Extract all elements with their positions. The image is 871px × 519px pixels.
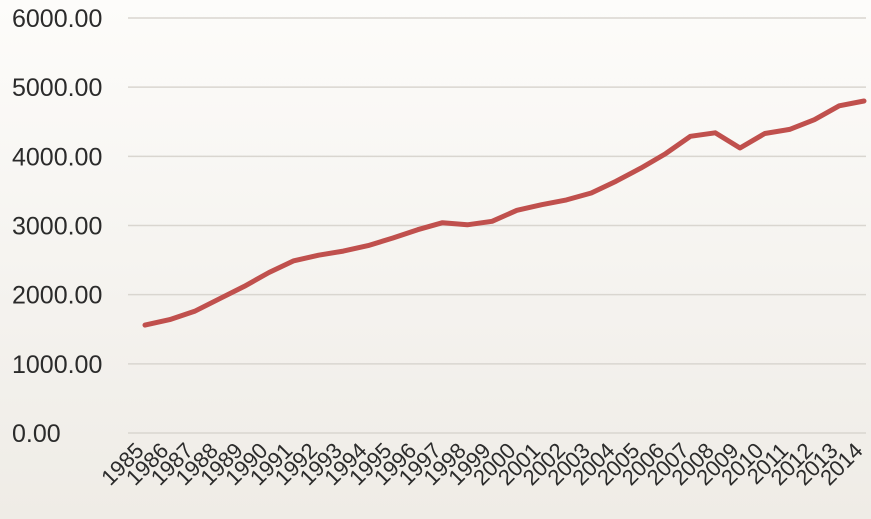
y-tick-label: 0.00 <box>12 420 61 448</box>
gridlines <box>128 17 866 434</box>
y-tick-label: 6000.00 <box>12 5 102 33</box>
y-tick-label: 5000.00 <box>12 74 102 102</box>
series-layer <box>142 98 867 328</box>
y-tick-label: 1000.00 <box>12 351 102 379</box>
y-tick-label: 4000.00 <box>12 143 102 171</box>
y-tick-label: 3000.00 <box>12 213 102 241</box>
series-line-0 <box>142 98 867 328</box>
y-axis: 0.00 1000.00 2000.00 3000.00 4000.00 5000.00 6… <box>12 5 102 448</box>
x-axis: 1985198619871988198919901991199219931994… <box>96 438 867 490</box>
y-tick-label: 2000.00 <box>12 282 102 310</box>
